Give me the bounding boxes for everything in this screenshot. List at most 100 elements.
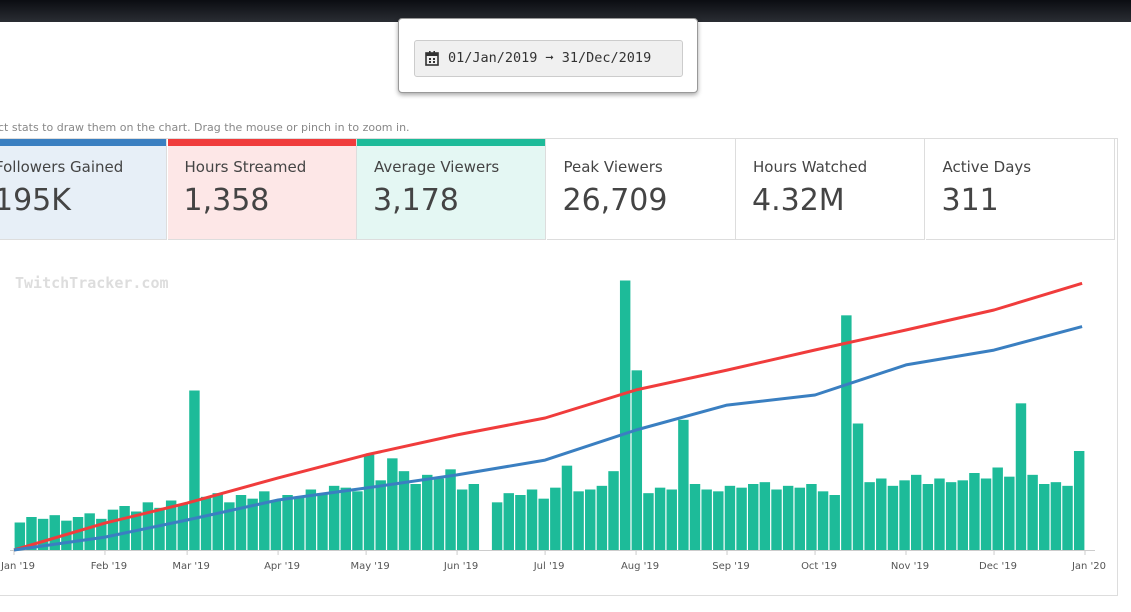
stat-card[interactable]: Average Viewers 3,178	[357, 139, 546, 240]
bar	[189, 390, 200, 550]
bar	[689, 484, 701, 550]
bar	[538, 498, 549, 550]
bar	[643, 493, 654, 550]
bar	[96, 518, 107, 550]
bar	[119, 506, 130, 550]
bar	[759, 482, 771, 550]
stat-color-bar	[167, 139, 356, 146]
bar	[282, 495, 293, 550]
bar	[1004, 476, 1015, 550]
bar	[1027, 474, 1038, 550]
bar	[352, 491, 363, 550]
bar	[445, 469, 456, 550]
bar	[887, 485, 899, 550]
bar	[631, 370, 643, 550]
top-bar	[0, 0, 1131, 22]
x-tick-label: Aug '19	[621, 561, 659, 572]
stat-value: 1,358	[183, 183, 270, 218]
bar	[724, 485, 736, 550]
x-tick-label: Jan '19	[0, 561, 35, 572]
line	[13, 281, 1083, 552]
stat-card[interactable]: Active Days 311	[925, 139, 1115, 240]
x-tick-label: Jul '19	[533, 561, 565, 572]
stat-card[interactable]: Followers Gained 195K	[0, 139, 167, 240]
x-tick-label: Jan '20	[1071, 561, 1106, 572]
bar	[899, 480, 910, 550]
hint-text: ct stats to draw them on the chart. Drag…	[0, 121, 410, 134]
bar	[864, 482, 875, 550]
date-range-text: 01/Jan/2019 ➞ 31/Dec/2019	[448, 50, 652, 66]
bar	[72, 517, 84, 550]
bar	[561, 465, 573, 550]
bar	[550, 487, 561, 550]
bar	[410, 484, 421, 550]
bar	[387, 458, 398, 550]
bar	[340, 487, 351, 550]
bar	[806, 484, 817, 550]
bar	[49, 515, 60, 550]
bar	[1039, 484, 1050, 550]
bar	[934, 478, 945, 550]
bar	[980, 478, 992, 550]
bar	[293, 496, 305, 550]
bar	[14, 522, 26, 550]
stat-card[interactable]: Hours Streamed 1,358	[167, 139, 357, 240]
date-range-input[interactable]: 01/Jan/2019 ➞ 31/Dec/2019	[414, 40, 683, 77]
bar	[142, 502, 154, 550]
bar	[305, 489, 317, 550]
bar	[235, 495, 247, 550]
bar	[491, 502, 503, 550]
bar	[317, 493, 328, 550]
bar	[945, 482, 957, 550]
bar	[713, 491, 724, 550]
x-tick-label: Feb '19	[91, 561, 127, 572]
x-tick-label: Apr '19	[264, 561, 300, 572]
bar	[165, 500, 177, 550]
stat-color-bar	[357, 139, 545, 146]
bar	[922, 484, 934, 550]
bar	[1015, 403, 1027, 550]
bar	[794, 487, 806, 550]
stat-value: 195K	[0, 183, 71, 218]
bar	[224, 502, 235, 550]
bar	[433, 478, 445, 550]
bar	[1050, 482, 1062, 550]
bar	[375, 480, 386, 550]
bar	[515, 495, 526, 550]
bar	[573, 491, 584, 550]
stat-value: 311	[941, 183, 999, 218]
bar	[957, 480, 968, 550]
chart-panel	[0, 138, 1118, 596]
stat-label: Hours Streamed	[184, 158, 307, 176]
bar	[969, 473, 980, 550]
bar	[107, 509, 119, 550]
bar	[328, 485, 340, 550]
bar	[212, 493, 223, 550]
bar	[270, 500, 282, 550]
bar	[876, 478, 887, 550]
stat-card[interactable]: Peak Viewers 26,709	[546, 139, 736, 240]
date-picker: 01/Jan/2019 ➞ 31/Dec/2019	[398, 18, 698, 93]
bar	[1073, 451, 1085, 550]
bar	[608, 471, 619, 550]
x-tick-label: Jun '19	[443, 561, 478, 572]
bar	[666, 489, 677, 550]
stat-color-bar	[0, 139, 166, 146]
line	[13, 325, 1083, 552]
bar	[782, 485, 794, 550]
bar	[654, 487, 666, 550]
x-tick-label: Sep '19	[712, 561, 750, 572]
stat-value: 3,178	[373, 183, 459, 218]
bar	[200, 496, 212, 550]
x-tick-label: May '19	[350, 561, 389, 572]
bar	[154, 507, 165, 550]
bar	[678, 419, 689, 550]
bar	[363, 454, 375, 550]
bar	[37, 518, 49, 550]
stat-card[interactable]: Hours Watched 4.32M	[736, 139, 925, 240]
bar	[585, 489, 596, 550]
bar	[910, 474, 922, 550]
bar	[398, 471, 410, 550]
